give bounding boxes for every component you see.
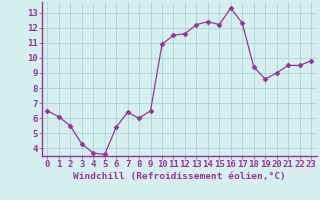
X-axis label: Windchill (Refroidissement éolien,°C): Windchill (Refroidissement éolien,°C) (73, 172, 285, 181)
